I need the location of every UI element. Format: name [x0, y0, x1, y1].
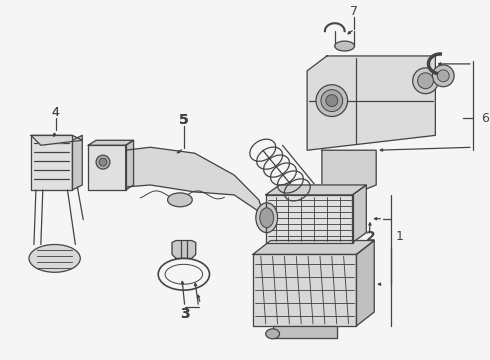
Polygon shape: [307, 56, 435, 150]
Text: 2: 2: [367, 230, 376, 244]
Ellipse shape: [417, 73, 433, 89]
Ellipse shape: [432, 65, 454, 87]
Text: 3: 3: [180, 307, 190, 321]
Polygon shape: [88, 140, 134, 145]
Polygon shape: [253, 255, 356, 326]
Polygon shape: [125, 140, 134, 190]
Polygon shape: [31, 135, 82, 145]
Polygon shape: [266, 185, 367, 195]
Text: 5: 5: [179, 113, 189, 127]
Polygon shape: [125, 147, 264, 215]
Ellipse shape: [260, 208, 273, 228]
Polygon shape: [31, 135, 73, 190]
Ellipse shape: [316, 85, 347, 117]
Ellipse shape: [326, 95, 338, 107]
Ellipse shape: [266, 329, 279, 339]
Text: 4: 4: [52, 106, 60, 119]
Text: 5: 5: [179, 113, 189, 127]
Ellipse shape: [321, 90, 343, 112]
Polygon shape: [272, 326, 337, 338]
Polygon shape: [352, 185, 367, 243]
Ellipse shape: [335, 41, 354, 51]
Text: 4: 4: [52, 106, 60, 119]
Text: 6: 6: [481, 112, 489, 125]
Polygon shape: [322, 150, 376, 195]
Ellipse shape: [168, 193, 192, 207]
Polygon shape: [172, 240, 196, 258]
Ellipse shape: [29, 244, 80, 272]
Polygon shape: [253, 240, 374, 255]
Text: 3: 3: [180, 307, 190, 321]
Polygon shape: [88, 145, 125, 190]
Ellipse shape: [438, 70, 449, 82]
Ellipse shape: [413, 68, 439, 94]
Circle shape: [96, 155, 110, 169]
Text: 1: 1: [396, 230, 404, 243]
Text: 7: 7: [350, 5, 359, 18]
Polygon shape: [73, 135, 82, 190]
Ellipse shape: [256, 203, 277, 233]
Polygon shape: [356, 240, 374, 326]
Circle shape: [99, 158, 107, 166]
Polygon shape: [266, 195, 352, 243]
